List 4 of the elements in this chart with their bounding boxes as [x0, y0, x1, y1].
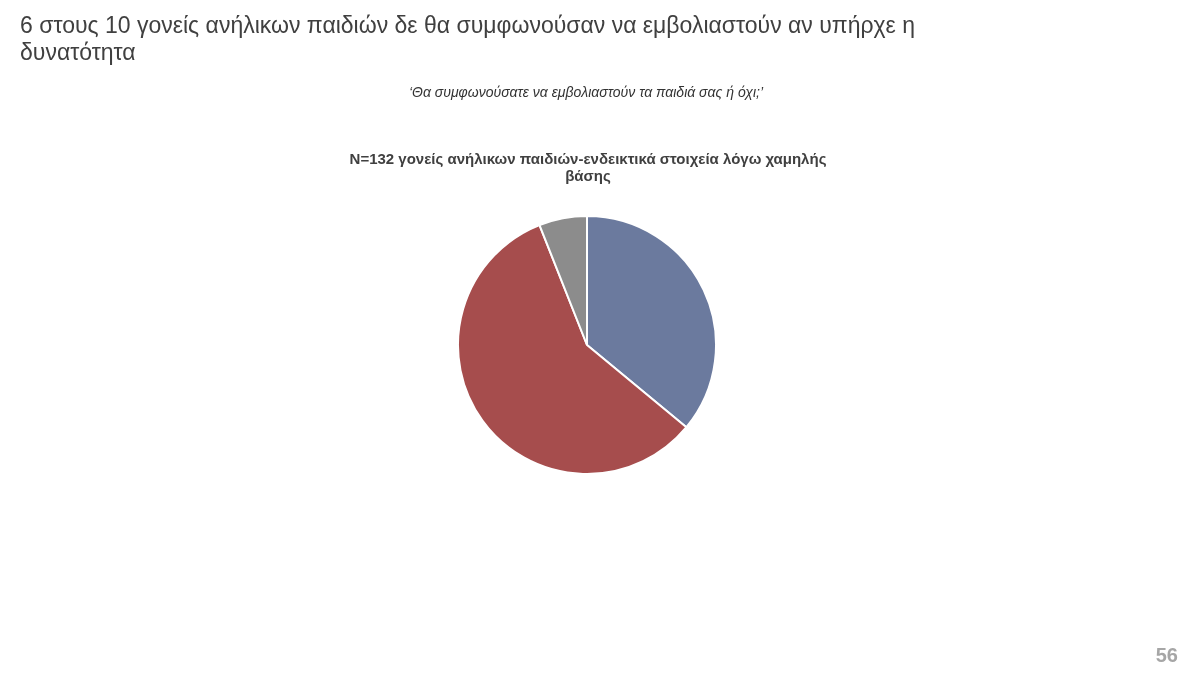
text: N=132 γονείς ανήλικων παιδιών-ενδεικτικά στοιχεία λόγω χαμηλής βάσης	[348, 150, 828, 184]
chart-title: 6 στους 10 γονείς ανήλικων παιδιών δε θα συμφωνούσαν να εμβολιαστούν αν υπήρχε η δυνατότητα	[20, 12, 917, 66]
text: 56	[1155, 644, 1178, 667]
chart-subtitle: ‘Θα συμφωνούσατε να εμβολιαστούν τα παιδιά σας ή όχι;’	[407, 84, 765, 100]
